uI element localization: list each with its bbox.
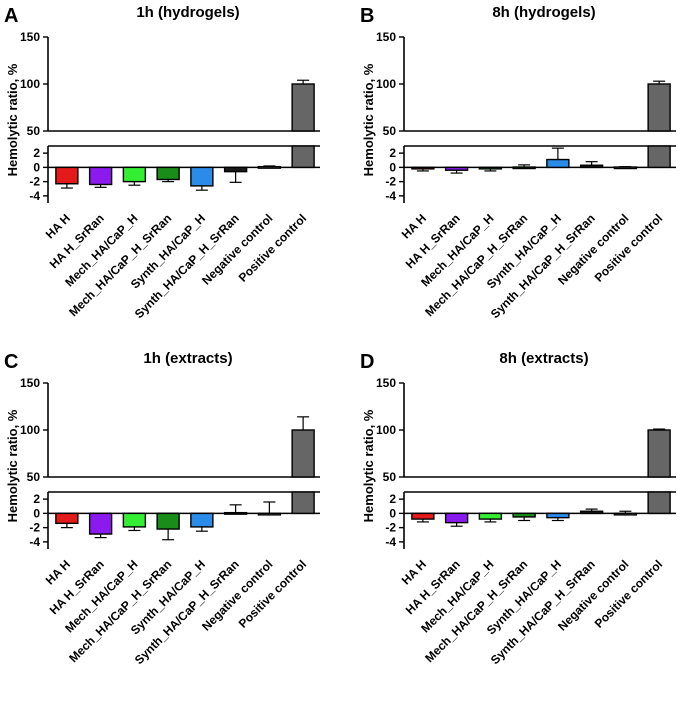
y-tick-label: -4 — [29, 535, 40, 549]
y-tick-label: -2 — [385, 521, 396, 535]
bar — [579, 510, 604, 515]
y-tick-label: -4 — [29, 189, 40, 203]
panel-letter: B — [360, 5, 374, 27]
bar — [546, 158, 570, 169]
y-tick-label: 50 — [383, 470, 397, 484]
y-tick-label: -2 — [29, 521, 40, 535]
chart-title: 1h (extracts) — [143, 350, 232, 367]
y-tick-label: 0 — [33, 160, 40, 174]
bar — [223, 511, 248, 515]
bar — [579, 164, 604, 169]
chart-panel-c: C 1h (extracts) Hemolytic ratio, % 50 100 150… — [4, 350, 320, 667]
y-axis-label: Hemolytic ratio, % — [361, 63, 376, 176]
bar — [291, 429, 315, 478]
y-tick-label: 100 — [20, 423, 40, 437]
panel-letter: D — [360, 351, 374, 373]
y-tick-label: 2 — [33, 146, 40, 160]
y-tick-label: 150 — [376, 30, 396, 44]
bar — [291, 83, 315, 132]
y-tick-label: 100 — [376, 77, 396, 91]
bar — [55, 166, 79, 185]
y-tick-label: 0 — [33, 506, 40, 520]
y-tick-label: 2 — [389, 146, 396, 160]
chart-panel-b: B 8h (hydrogels) Hemolytic ratio, % 50 100 15… — [360, 4, 676, 321]
panel-letter: C — [4, 351, 18, 373]
bar — [647, 83, 671, 132]
bar — [512, 166, 536, 170]
bar — [257, 165, 282, 169]
y-tick-label: 50 — [27, 124, 41, 138]
y-tick-label: 150 — [20, 30, 40, 44]
panel-letter: A — [4, 5, 18, 27]
bar — [122, 512, 147, 528]
y-tick-label: -2 — [29, 175, 40, 189]
bar — [478, 512, 503, 520]
y-tick-label: -4 — [385, 189, 396, 203]
bar — [257, 512, 282, 516]
x-tick-label: HA H — [43, 557, 73, 587]
bar — [122, 166, 147, 183]
y-axis-label: Hemolytic ratio, % — [361, 409, 376, 522]
bar — [411, 166, 435, 170]
bar — [478, 166, 503, 170]
chart-panel-d: D 8h (extracts) Hemolytic ratio, % 50 100 150… — [360, 350, 676, 667]
bar — [88, 166, 113, 186]
y-axis-label: Hemolytic ratio, % — [5, 409, 20, 522]
y-tick-label: 100 — [20, 77, 40, 91]
bar — [444, 166, 469, 171]
bar — [55, 512, 79, 525]
y-axis-label: Hemolytic ratio, % — [5, 63, 20, 176]
bar — [411, 512, 435, 520]
bar — [88, 512, 113, 535]
y-tick-label: 50 — [27, 470, 41, 484]
y-tick-label: 2 — [33, 492, 40, 506]
y-tick-label: 2 — [389, 492, 396, 506]
y-tick-label: -2 — [385, 175, 396, 189]
x-tick-label: HA H — [399, 557, 429, 587]
chart-panel-a: A 1h (hydrogels) Hemolytic ratio, % 50 100 15… — [4, 4, 320, 321]
bar — [190, 166, 214, 187]
y-tick-label: 150 — [376, 376, 396, 390]
bar — [190, 512, 214, 528]
chart-title: 8h (extracts) — [499, 350, 588, 367]
x-tick-label: HA H — [43, 211, 73, 241]
bar — [512, 512, 536, 518]
bar — [291, 145, 315, 169]
chart-title: 1h (hydrogels) — [136, 4, 239, 21]
y-tick-label: -4 — [385, 535, 396, 549]
bar — [613, 512, 638, 516]
bar — [546, 512, 570, 519]
bar — [291, 491, 315, 515]
bar — [647, 491, 671, 515]
y-tick-label: 0 — [389, 506, 396, 520]
bar — [647, 429, 671, 478]
bar — [156, 512, 180, 530]
y-tick-label: 50 — [383, 124, 397, 138]
x-tick-label: HA H — [399, 211, 429, 241]
bar — [223, 166, 248, 173]
y-tick-label: 0 — [389, 160, 396, 174]
bar — [647, 145, 671, 169]
bar — [156, 166, 180, 181]
chart-title: 8h (hydrogels) — [492, 4, 595, 21]
bar — [444, 512, 469, 524]
y-tick-label: 150 — [20, 376, 40, 390]
y-tick-label: 100 — [376, 423, 396, 437]
